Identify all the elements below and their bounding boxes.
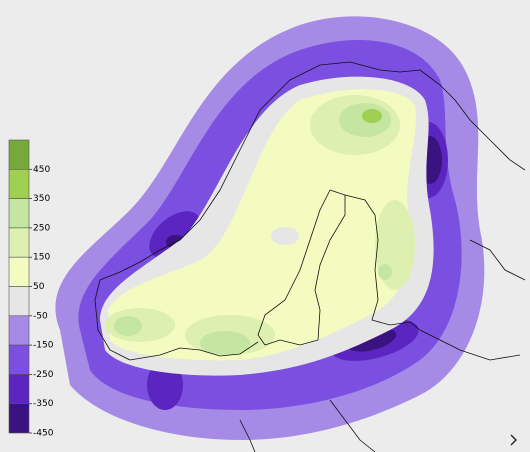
legend-swatch (8, 315, 30, 346)
coastline (257, 189, 331, 346)
legend-label: -450 (33, 429, 54, 439)
contour-band (114, 316, 142, 336)
legend-label: 450 (33, 165, 50, 175)
contour-band (362, 109, 382, 123)
legend-swatch (8, 256, 30, 287)
arrow-icon (510, 434, 517, 446)
legend: 450 350 250 150 50 -50 -150 -250 -350 -450 (8, 139, 54, 439)
contour-band (108, 89, 416, 361)
coastline (94, 279, 259, 361)
legend-swatch (8, 286, 30, 317)
legend-swatch (8, 169, 30, 199)
contours (55, 16, 485, 441)
legend-swatch (8, 198, 30, 229)
legend-label: 50 (33, 282, 45, 292)
coastline (329, 399, 376, 452)
legend-label: 150 (33, 253, 50, 263)
legend-label: -150 (33, 341, 54, 351)
legend-swatch (8, 344, 30, 375)
legend-swatch (8, 227, 30, 258)
coastline (99, 61, 421, 281)
legend-swatch (8, 403, 30, 434)
coastline (344, 194, 421, 331)
coastline (264, 189, 346, 346)
legend-swatch (8, 139, 30, 170)
legend-label: 250 (33, 223, 50, 233)
contour-band (378, 264, 392, 280)
coastlines (94, 61, 526, 452)
legend-label: -250 (33, 370, 54, 380)
legend-label: -350 (33, 399, 54, 409)
contour-band (271, 227, 299, 245)
coastline (419, 329, 521, 361)
legend-label: -50 (33, 311, 48, 321)
coastline (239, 419, 256, 452)
legend-swatch (8, 374, 30, 404)
coastline (469, 239, 526, 281)
contour-band (200, 331, 250, 355)
coastline (419, 69, 526, 171)
legend-label: 350 (33, 194, 50, 204)
